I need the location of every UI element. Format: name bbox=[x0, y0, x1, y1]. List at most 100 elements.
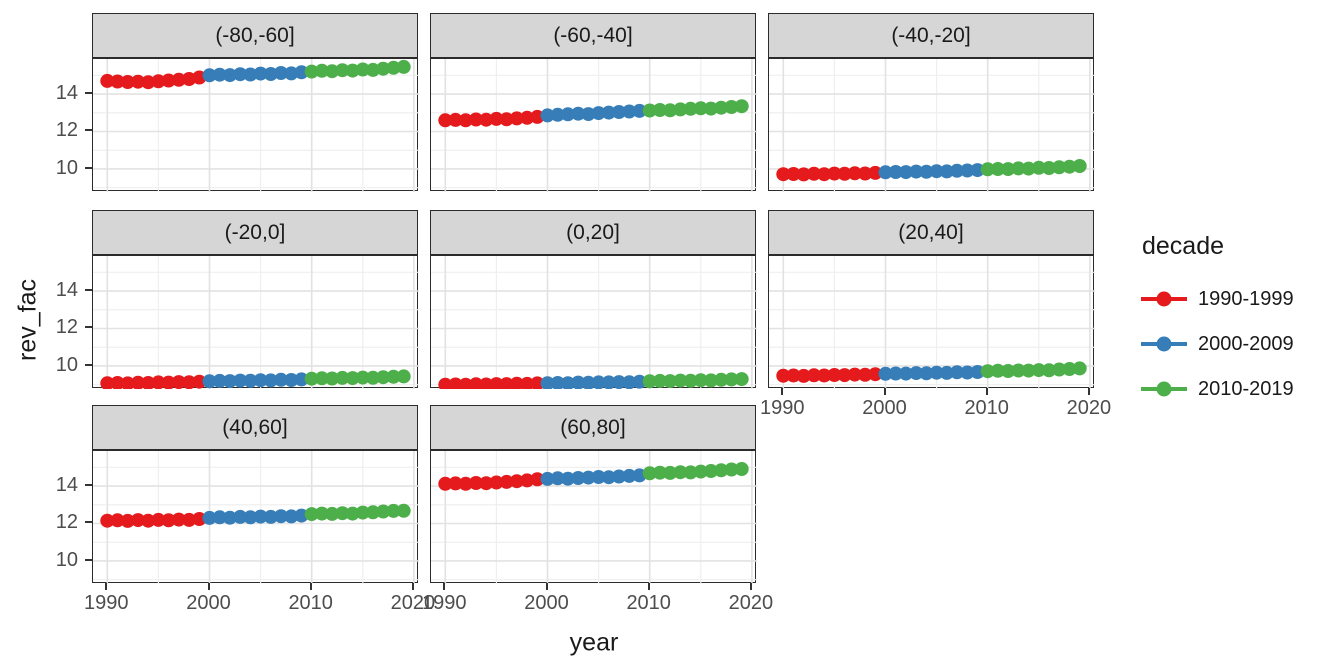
data-point bbox=[345, 63, 360, 78]
data-point bbox=[581, 107, 596, 122]
data-point bbox=[396, 59, 411, 74]
data-point bbox=[151, 375, 166, 389]
data-point bbox=[458, 113, 473, 128]
data-point bbox=[489, 475, 504, 490]
data-point bbox=[479, 112, 494, 127]
facet-plot-svg bbox=[431, 256, 757, 389]
data-point bbox=[673, 373, 688, 388]
data-point bbox=[202, 68, 217, 83]
data-point bbox=[929, 365, 944, 380]
x-axis-tick bbox=[309, 583, 312, 590]
data-point bbox=[212, 67, 227, 82]
y-axis-tick bbox=[85, 326, 92, 329]
y-axis-tick-label: 10 bbox=[55, 548, 78, 571]
data-point bbox=[652, 373, 667, 388]
data-point bbox=[591, 470, 606, 484]
data-point bbox=[540, 108, 555, 123]
data-point bbox=[253, 373, 268, 388]
data-point bbox=[438, 476, 453, 491]
legend-key-icon bbox=[1141, 381, 1187, 397]
data-point bbox=[888, 366, 903, 381]
data-point bbox=[673, 102, 688, 117]
data-point bbox=[663, 465, 678, 480]
data-point bbox=[796, 167, 811, 182]
y-axis-tick bbox=[85, 92, 92, 95]
x-axis-tick-label: 1990 bbox=[760, 397, 805, 419]
data-point bbox=[1021, 363, 1036, 378]
y-axis-tick-label: 14 bbox=[55, 279, 78, 302]
data-point bbox=[110, 376, 125, 389]
data-point bbox=[376, 504, 391, 519]
data-point bbox=[734, 99, 749, 114]
data-point bbox=[141, 376, 156, 389]
data-point bbox=[131, 74, 145, 89]
y-axis-tick-label: 12 bbox=[55, 119, 78, 142]
data-point bbox=[980, 364, 995, 379]
facet-panel bbox=[430, 450, 757, 584]
data-point bbox=[1011, 363, 1026, 378]
data-point bbox=[950, 163, 964, 178]
facet-strip-label: (60,80] bbox=[560, 415, 626, 439]
data-point bbox=[366, 62, 380, 77]
data-point bbox=[888, 165, 903, 179]
facet-strip: (0,20] bbox=[430, 210, 756, 255]
facet-strip: (-80,-60] bbox=[92, 13, 418, 58]
y-axis-tick bbox=[85, 521, 92, 524]
facet-strip-label: (-20,0] bbox=[224, 220, 286, 244]
data-point bbox=[131, 513, 145, 528]
y-axis-tick-label: 10 bbox=[55, 353, 78, 376]
legend-key-icon bbox=[1141, 336, 1187, 352]
data-point bbox=[530, 376, 545, 389]
data-point bbox=[509, 111, 524, 126]
data-point bbox=[1052, 362, 1067, 377]
x-axis-tick bbox=[985, 388, 988, 395]
data-point bbox=[622, 375, 637, 389]
data-point bbox=[243, 67, 258, 82]
data-point bbox=[571, 375, 586, 389]
data-point bbox=[990, 363, 1005, 378]
y-axis-tick-label: 10 bbox=[55, 156, 78, 179]
data-point bbox=[335, 63, 350, 78]
x-axis-title: year bbox=[569, 628, 619, 657]
data-point bbox=[489, 111, 504, 126]
data-point bbox=[796, 368, 811, 383]
data-point bbox=[100, 513, 115, 528]
data-point bbox=[171, 512, 186, 527]
facet-strip-label: (-60,-40] bbox=[553, 23, 633, 47]
data-point bbox=[161, 513, 176, 528]
data-point bbox=[458, 476, 473, 491]
data-point bbox=[807, 368, 821, 383]
y-axis-tick bbox=[85, 558, 92, 561]
data-point bbox=[878, 366, 893, 381]
data-point bbox=[469, 112, 483, 127]
data-point bbox=[612, 105, 626, 119]
data-point bbox=[786, 368, 801, 383]
data-point bbox=[284, 66, 299, 81]
data-point bbox=[120, 376, 135, 389]
facet-strip-label: (20,40] bbox=[898, 220, 964, 244]
data-point bbox=[448, 112, 463, 127]
data-point bbox=[438, 113, 453, 128]
data-point bbox=[294, 65, 309, 80]
data-point bbox=[960, 365, 975, 380]
data-point bbox=[704, 464, 718, 478]
data-point bbox=[325, 64, 340, 79]
data-point bbox=[693, 464, 708, 479]
data-point bbox=[161, 73, 176, 88]
facet-plot-svg bbox=[93, 256, 419, 389]
data-point bbox=[396, 369, 411, 384]
data-point bbox=[612, 469, 626, 484]
data-point bbox=[919, 366, 934, 381]
facet-panel bbox=[768, 255, 1095, 389]
data-point bbox=[1042, 363, 1056, 378]
facet-strip-label: (-80,-60] bbox=[215, 23, 295, 47]
data-point bbox=[847, 166, 862, 181]
data-point bbox=[1001, 162, 1016, 177]
x-axis-tick-label: 2010 bbox=[964, 397, 1009, 419]
data-point bbox=[734, 372, 749, 387]
facet-plot-svg bbox=[431, 451, 757, 584]
data-point bbox=[520, 473, 535, 488]
data-point bbox=[222, 68, 237, 83]
data-point bbox=[304, 371, 319, 386]
data-point bbox=[827, 166, 842, 181]
